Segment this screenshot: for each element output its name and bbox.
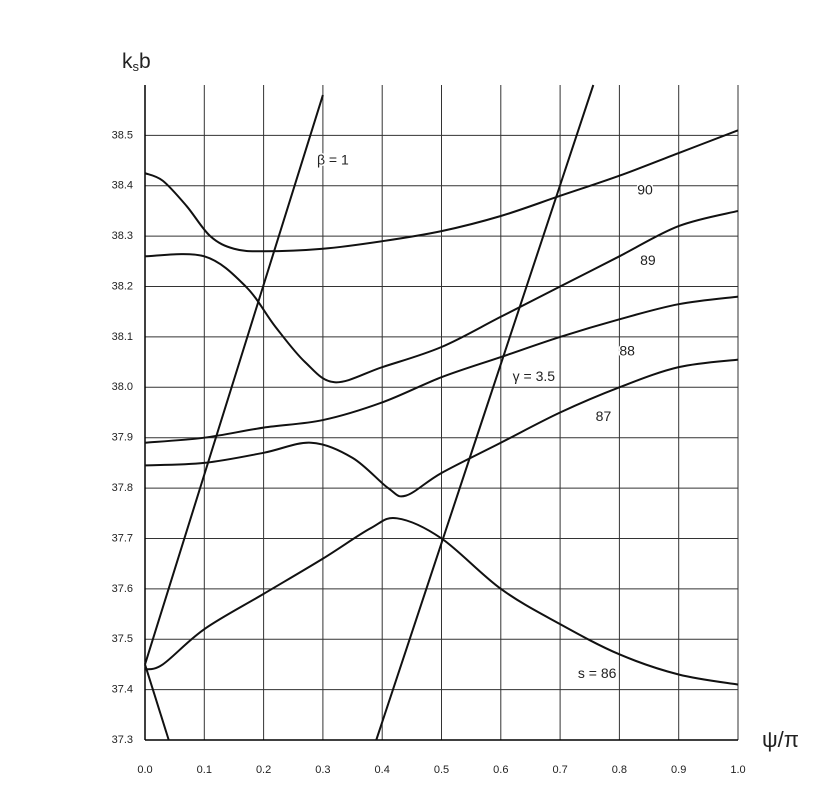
- curve: [144, 295, 739, 444]
- x-tick-label: 0.4: [375, 764, 390, 776]
- curve: [144, 358, 739, 498]
- y-tick-label: 37.4: [112, 684, 133, 696]
- curve: [144, 209, 739, 384]
- x-tick-label: 0.7: [552, 764, 567, 776]
- curve-label: 87: [596, 408, 612, 424]
- y-tick-label: 38.5: [112, 129, 133, 141]
- curve-label: s = 86: [578, 665, 617, 681]
- x-tick-label: 0.0: [137, 764, 152, 776]
- curve-label: β = 1: [317, 151, 349, 167]
- x-tick-label: 0.8: [612, 764, 627, 776]
- y-tick-label: 37.8: [112, 482, 133, 494]
- y-tick-label: 37.6: [112, 583, 133, 595]
- curve: [144, 94, 324, 665]
- y-label-sub: s: [133, 59, 140, 74]
- y-tick-label: 37.3: [112, 734, 133, 746]
- x-tick-label: 0.6: [493, 764, 508, 776]
- x-axis-label: ψ/π: [762, 727, 799, 752]
- x-tick-label: 0.2: [256, 764, 271, 776]
- x-tick-label: 0.1: [197, 764, 212, 776]
- curve: [144, 664, 170, 741]
- y-tick-label: 37.7: [112, 532, 133, 544]
- curve-label: 88: [619, 343, 635, 359]
- y-tick-label: 38.2: [112, 280, 133, 292]
- x-tick-label: 0.5: [434, 764, 449, 776]
- curve: [144, 516, 739, 686]
- y-tick-label: 37.5: [112, 633, 133, 645]
- curve: [375, 84, 595, 741]
- y-tick-label: 38.0: [112, 381, 133, 393]
- y-tick-label: 37.9: [112, 432, 133, 444]
- y-tick-label: 38.3: [112, 230, 133, 242]
- y-label-main: k: [122, 50, 133, 73]
- y-tick-label: 38.4: [112, 180, 133, 192]
- y-tick-label: 38.1: [112, 331, 133, 343]
- curve-label: 89: [640, 252, 656, 268]
- x-tick-label: 0.9: [671, 764, 686, 776]
- curve-label: γ = 3.5: [513, 368, 556, 384]
- curve: [144, 129, 739, 253]
- x-tick-label: 1.0: [730, 764, 745, 776]
- y-label-tail: b: [139, 50, 151, 73]
- y-axis-label: ksb: [122, 50, 151, 75]
- x-tick-label: 0.3: [315, 764, 330, 776]
- curve-label: 90: [637, 182, 653, 198]
